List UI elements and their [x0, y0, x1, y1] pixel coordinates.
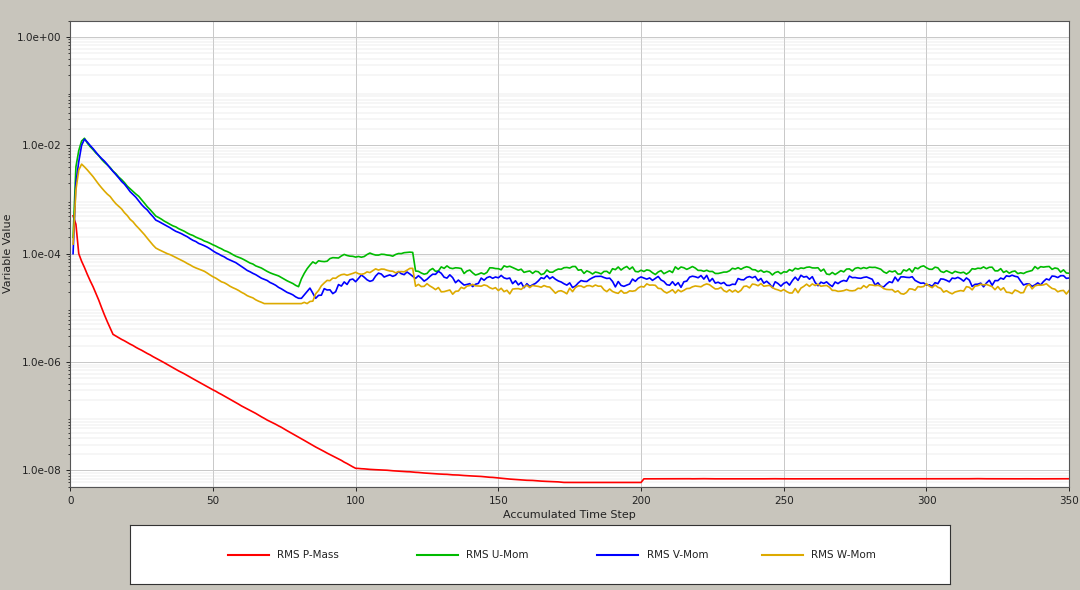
Line: RMS P-Mass: RMS P-Mass — [73, 216, 1069, 483]
X-axis label: Accumulated Time Step: Accumulated Time Step — [503, 510, 636, 520]
RMS W-Mom — [67, 241, 80, 248]
RMS W-Mom — [603, 286, 616, 293]
RMS P-Mass — [1063, 475, 1076, 482]
RMS V-Mom — [531, 277, 544, 284]
RMS U-Mom — [338, 251, 351, 258]
RMS V-Mom — [338, 278, 351, 286]
RMS U-Mom — [1054, 268, 1067, 276]
RMS V-Mom — [295, 295, 308, 302]
RMS P-Mass — [658, 475, 671, 482]
RMS W-Mom — [531, 283, 544, 290]
RMS V-Mom — [78, 136, 91, 143]
Text: RMS V-Mom: RMS V-Mom — [647, 550, 708, 559]
RMS P-Mass — [1023, 476, 1036, 483]
RMS P-Mass — [600, 479, 613, 486]
RMS W-Mom — [76, 160, 89, 168]
RMS W-Mom — [660, 290, 673, 297]
RMS P-Mass — [332, 455, 345, 463]
RMS U-Mom — [1026, 267, 1039, 274]
RMS U-Mom — [1063, 270, 1076, 277]
RMS V-Mom — [67, 250, 80, 257]
Text: RMS U-Mom: RMS U-Mom — [467, 550, 528, 559]
Text: RMS W-Mom: RMS W-Mom — [811, 550, 876, 559]
RMS P-Mass — [1051, 475, 1064, 482]
RMS U-Mom — [78, 135, 91, 142]
RMS P-Mass — [67, 212, 80, 219]
RMS U-Mom — [603, 270, 616, 277]
RMS W-Mom — [338, 271, 351, 278]
RMS U-Mom — [292, 283, 305, 290]
Line: RMS U-Mom: RMS U-Mom — [73, 138, 1069, 287]
RMS P-Mass — [526, 477, 539, 484]
Line: RMS W-Mom: RMS W-Mom — [73, 164, 1069, 304]
RMS W-Mom — [1063, 287, 1076, 294]
RMS V-Mom — [660, 281, 673, 288]
RMS W-Mom — [1026, 286, 1039, 293]
RMS V-Mom — [603, 274, 616, 281]
RMS V-Mom — [1054, 272, 1067, 279]
RMS P-Mass — [561, 479, 573, 486]
RMS U-Mom — [660, 269, 673, 276]
RMS V-Mom — [1026, 283, 1039, 290]
Text: RMS P-Mass: RMS P-Mass — [278, 550, 339, 559]
RMS U-Mom — [67, 234, 80, 241]
Y-axis label: Variable Value: Variable Value — [2, 214, 13, 293]
RMS V-Mom — [1063, 274, 1076, 281]
RMS W-Mom — [258, 300, 271, 307]
RMS U-Mom — [531, 268, 544, 276]
Line: RMS V-Mom: RMS V-Mom — [73, 139, 1069, 299]
RMS W-Mom — [1054, 287, 1067, 294]
